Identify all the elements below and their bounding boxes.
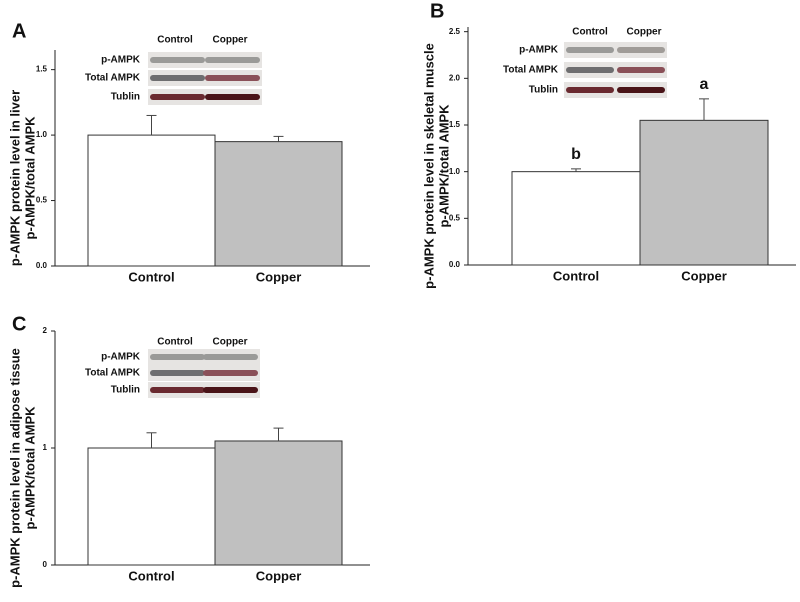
blot-row-label: Tublin [529,85,558,96]
panel-letter: C [12,313,26,335]
blot-band [150,75,205,81]
x-tick-label: Control [553,268,599,283]
panel: Ap-AMPK protein level in liver p-AMPK/tot… [7,20,370,284]
y-tick-label: 1.5 [36,65,48,74]
blot-band [150,387,205,393]
blot-band [203,354,258,360]
blot-column-label: Copper [213,35,248,46]
blot-band [566,67,614,73]
blot-row-label: p-AMPK [101,55,141,66]
blot-row-label: Total AMPK [503,65,559,76]
y-tick-label: 0.5 [36,196,48,205]
blot-band [566,47,614,53]
blot-row-label: p-AMPK [519,45,559,56]
x-tick-label: Control [128,568,174,583]
y-axis-label: p-AMPK protein level in adipose tissue [7,348,22,588]
y-tick-label: 2.0 [449,73,461,82]
blot-column-label: Control [157,35,193,46]
blot-band [150,57,205,63]
significance-letter: a [700,76,709,93]
y-axis-label: p-AMPK protein level in skeletal muscle [421,43,436,289]
y-tick-label: 0.0 [449,260,461,269]
blot-band [205,57,260,63]
y-tick-label: 2 [43,326,48,335]
y-tick-label: 0.0 [36,261,48,270]
blot-band [203,370,258,376]
x-tick-label: Copper [256,568,302,583]
y-tick-label: 2.5 [449,27,461,36]
blot-band [205,75,260,81]
y-tick-label: 0.5 [449,213,461,222]
bar [511,171,641,266]
y-tick-label: 1.0 [449,167,461,176]
x-tick-label: Copper [256,269,302,284]
blot-row-label: Total AMPK [85,73,141,84]
blot-strip [564,62,667,78]
x-tick-label: Copper [681,268,727,283]
panel-letter: B [430,0,444,22]
blot-band [205,94,260,100]
blot-strip [564,82,667,98]
y-axis-label: p-AMPK/total AMPK [22,406,37,530]
blot-column-label: Control [157,337,193,348]
panel-letter: A [12,20,26,42]
blot-column-label: Copper [627,27,662,38]
blot-band [617,47,665,53]
blot-band [150,354,205,360]
blot-band [617,87,665,93]
blot-row-label: Total AMPK [85,368,141,379]
blot-band [150,370,205,376]
y-tick-label: 1 [43,443,48,452]
panel: Cp-AMPK protein level in adipose tissue p… [7,313,370,588]
x-tick-label: Control [128,269,174,284]
blot-column-label: Copper [213,337,248,348]
bar [87,134,216,267]
y-axis-label: p-AMPK protein level in liver [7,90,22,266]
blot-band [617,67,665,73]
y-axis-label: p-AMPK/total AMPK [22,116,37,240]
y-tick-label: 0 [43,560,48,569]
y-tick-label: 1.5 [449,120,461,129]
bar [214,440,343,566]
bar [639,119,769,266]
y-tick-label: 1.0 [36,130,48,139]
blot-band [150,94,205,100]
bar [214,141,343,267]
blot-row-label: Tublin [111,92,140,103]
bar [87,447,216,566]
blot-row-label: p-AMPK [101,352,141,363]
significance-letter: b [571,146,581,163]
blot-band [203,387,258,393]
blot-band [566,87,614,93]
blot-column-label: Control [572,27,608,38]
panel: Bp-AMPK protein level in skeletal muscle… [421,0,796,289]
y-axis-label: p-AMPK/total AMPK [436,104,451,228]
blot-strip [564,42,667,58]
blot-row-label: Tublin [111,385,140,396]
